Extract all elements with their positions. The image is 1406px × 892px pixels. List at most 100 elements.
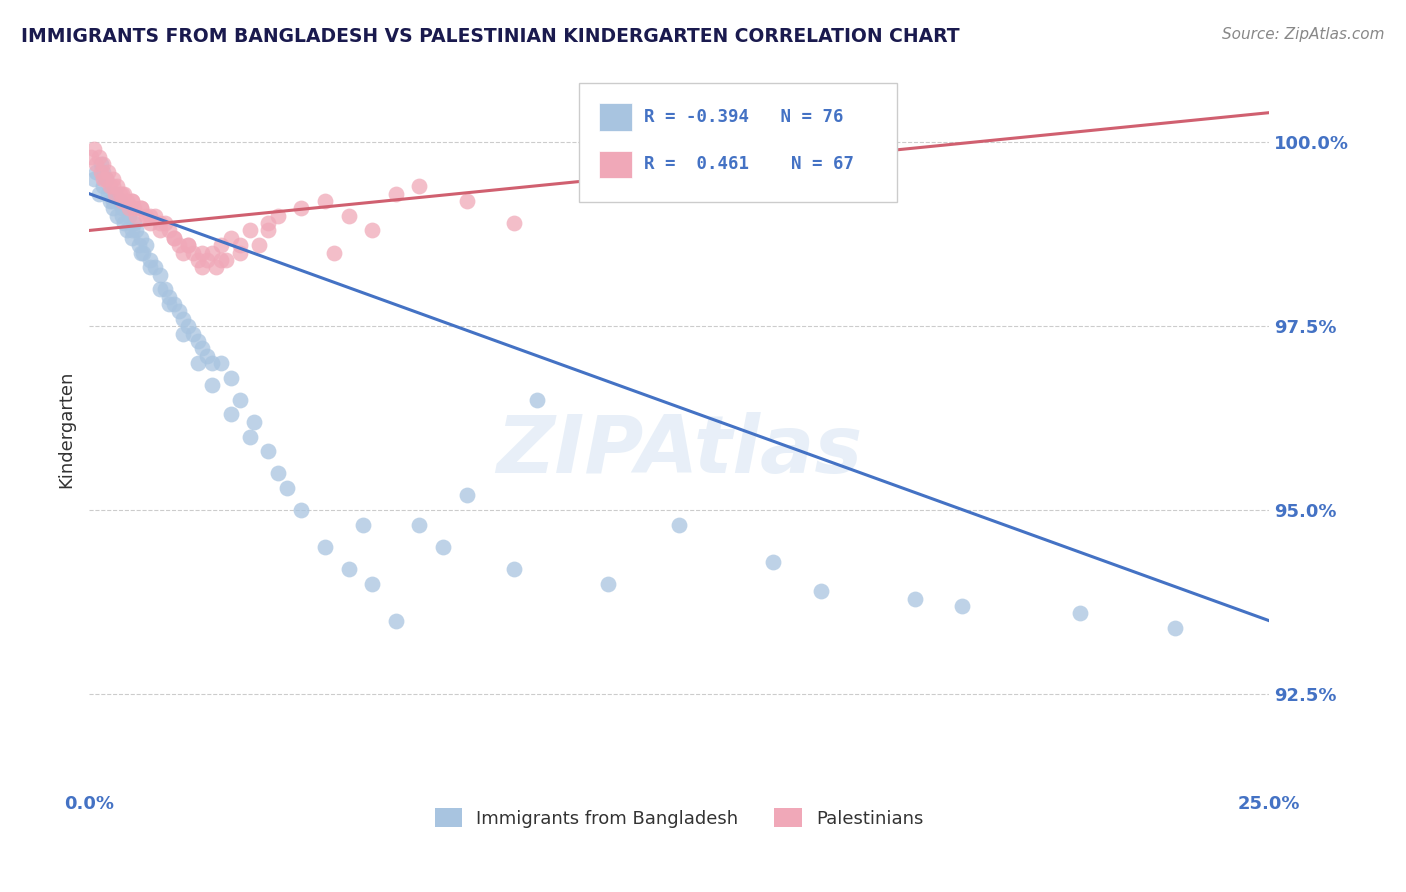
Point	[408, 179, 430, 194]
Point	[229, 238, 252, 252]
Point	[167, 238, 190, 252]
Point	[143, 260, 166, 275]
Point	[668, 517, 690, 532]
Point	[361, 576, 384, 591]
Point	[157, 223, 180, 237]
Point	[149, 268, 172, 282]
Point	[361, 223, 384, 237]
Point	[129, 202, 152, 216]
Point	[97, 186, 120, 201]
Point	[215, 252, 238, 267]
Point	[191, 245, 214, 260]
Point	[108, 194, 131, 208]
Point	[172, 245, 194, 260]
Point	[167, 304, 190, 318]
Point	[80, 150, 103, 164]
Y-axis label: Kindergarten: Kindergarten	[58, 370, 75, 488]
Point	[121, 194, 143, 208]
Point	[276, 481, 298, 495]
Point	[104, 186, 127, 201]
Point	[181, 326, 204, 341]
Point	[163, 231, 186, 245]
Point	[143, 209, 166, 223]
Point	[209, 356, 232, 370]
Point	[157, 290, 180, 304]
Point	[337, 209, 360, 223]
Point	[97, 164, 120, 178]
Point	[526, 392, 548, 407]
Point	[219, 408, 242, 422]
Point	[111, 202, 134, 216]
Point	[84, 157, 107, 171]
Point	[762, 555, 785, 569]
Point	[104, 186, 127, 201]
Point	[229, 245, 252, 260]
Point	[187, 356, 209, 370]
Point	[314, 194, 336, 208]
Point	[502, 216, 524, 230]
Point	[157, 297, 180, 311]
Point	[135, 238, 157, 252]
Point	[105, 179, 128, 194]
Point	[209, 238, 232, 252]
Point	[323, 245, 346, 260]
Point	[111, 186, 134, 201]
Point	[1069, 606, 1091, 620]
Point	[132, 245, 155, 260]
Point	[125, 209, 148, 223]
Text: R = -0.394   N = 76: R = -0.394 N = 76	[644, 108, 844, 126]
Point	[149, 223, 172, 237]
Point	[118, 209, 141, 223]
Point	[128, 238, 150, 252]
Point	[163, 231, 186, 245]
Point	[129, 245, 152, 260]
Point	[108, 186, 131, 201]
Point	[314, 540, 336, 554]
Point	[385, 614, 408, 628]
Point	[598, 576, 620, 591]
Point	[247, 238, 270, 252]
Text: IMMIGRANTS FROM BANGLADESH VS PALESTINIAN KINDERGARTEN CORRELATION CHART: IMMIGRANTS FROM BANGLADESH VS PALESTINIA…	[21, 27, 960, 45]
FancyBboxPatch shape	[599, 103, 631, 130]
Point	[121, 223, 143, 237]
Point	[904, 591, 927, 606]
Point	[209, 252, 232, 267]
Point	[91, 172, 114, 186]
Point	[83, 143, 105, 157]
Point	[87, 150, 110, 164]
Point	[101, 194, 124, 208]
Point	[83, 172, 105, 186]
Point	[118, 202, 141, 216]
Point	[98, 179, 121, 194]
Point	[238, 223, 260, 237]
Point	[135, 209, 157, 223]
Legend: Immigrants from Bangladesh, Palestinians: Immigrants from Bangladesh, Palestinians	[427, 801, 931, 835]
Point	[290, 503, 312, 517]
Point	[91, 164, 114, 178]
Point	[229, 392, 252, 407]
Point	[114, 216, 136, 230]
Point	[243, 415, 266, 429]
Point	[219, 231, 242, 245]
Point	[139, 216, 162, 230]
Point	[290, 202, 312, 216]
Point	[195, 349, 218, 363]
Point	[408, 517, 430, 532]
Point	[139, 260, 162, 275]
Point	[101, 172, 124, 186]
Point	[187, 252, 209, 267]
Point	[115, 223, 138, 237]
Point	[172, 326, 194, 341]
Point	[257, 223, 280, 237]
Point	[111, 209, 134, 223]
Text: ZIPAtlas: ZIPAtlas	[496, 412, 862, 490]
Point	[267, 209, 290, 223]
Point	[98, 194, 121, 208]
Point	[149, 282, 172, 296]
Point	[502, 562, 524, 576]
Point	[205, 260, 228, 275]
Point	[129, 231, 152, 245]
Point	[177, 238, 200, 252]
Point	[111, 194, 134, 208]
Point	[195, 252, 218, 267]
